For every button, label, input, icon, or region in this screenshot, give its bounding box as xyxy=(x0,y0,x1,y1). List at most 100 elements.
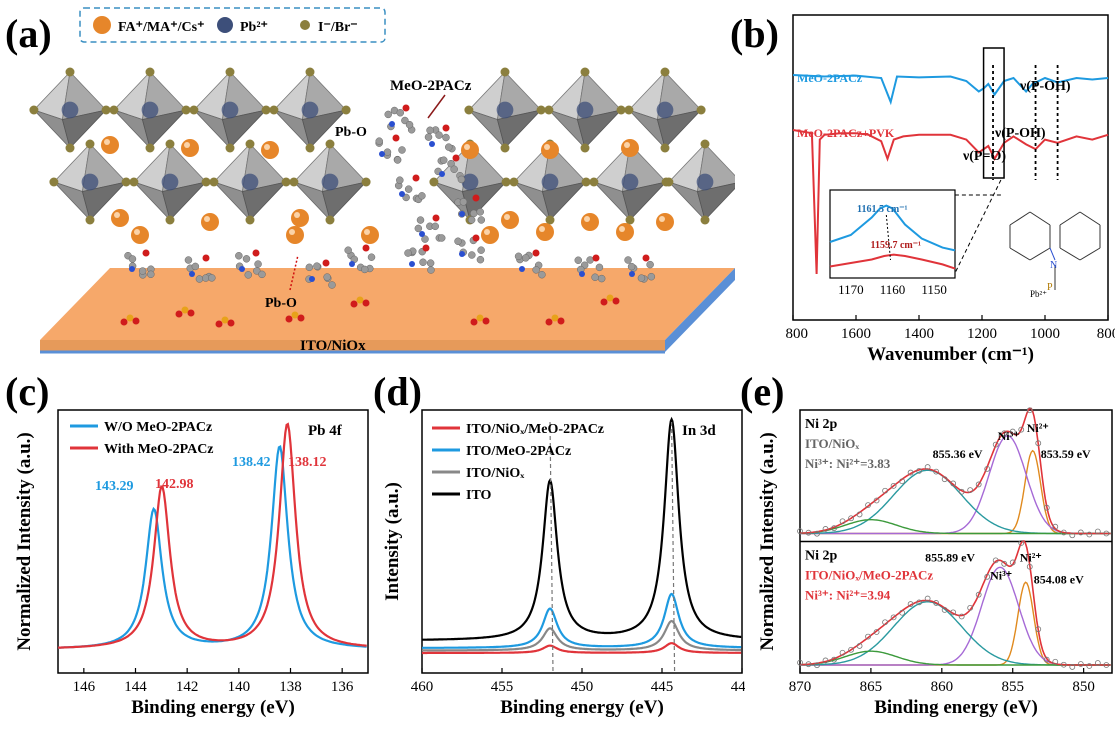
sam-atom xyxy=(442,133,450,142)
top-data-point xyxy=(1001,430,1008,437)
inset-tick-label: 1150 xyxy=(921,282,947,297)
x-tick-label: 450 xyxy=(571,679,594,695)
sam-atom xyxy=(459,198,468,206)
pb-atom xyxy=(496,101,514,119)
substrate-top xyxy=(40,268,735,340)
x-tick-label: 136 xyxy=(331,679,354,695)
sam-atom xyxy=(404,249,412,257)
top-component-2 xyxy=(800,469,1111,535)
peak-label-1: 142.98 xyxy=(155,477,194,492)
sam-atom xyxy=(184,256,193,264)
oxygen-atom xyxy=(215,320,223,328)
bottom-data-point xyxy=(992,557,999,564)
sam-atom xyxy=(323,273,331,281)
top-data-point xyxy=(873,497,880,504)
sam-atom xyxy=(383,148,392,156)
sam-atom xyxy=(627,262,636,271)
series-line-1 xyxy=(57,422,367,649)
oxygen-atom xyxy=(472,234,480,242)
cation-highlight xyxy=(264,144,270,150)
nitrogen-atom xyxy=(399,191,405,197)
sam-atom xyxy=(424,133,433,141)
bottom-data-point xyxy=(865,633,871,640)
peak-guide-line xyxy=(671,421,676,674)
cation-highlight xyxy=(289,229,295,235)
top-peak2: 853.59 eV xyxy=(1041,447,1091,461)
halide-atom xyxy=(509,177,519,187)
halide-icon xyxy=(300,20,310,30)
cation-highlight xyxy=(484,229,490,235)
halide-atom xyxy=(624,105,634,115)
bottom-data-point xyxy=(916,599,923,606)
bottom-data-point xyxy=(950,609,957,616)
sam-atom xyxy=(574,256,583,264)
top-data-point xyxy=(933,468,940,475)
halide-atom xyxy=(245,139,255,149)
halide-atom xyxy=(696,105,706,115)
series-line-0 xyxy=(422,642,742,655)
sam-atom xyxy=(532,266,540,274)
bottom-data-point xyxy=(941,607,948,613)
halide-atom xyxy=(29,105,39,115)
legend-cation: FA⁺/MA⁺/Cs⁺ xyxy=(118,20,204,35)
halide-atom xyxy=(269,105,279,115)
sam-atom xyxy=(398,146,406,154)
bottom-data-point xyxy=(814,662,820,669)
substrate-side xyxy=(665,268,735,352)
bottom-peak1: 855.89 eV xyxy=(925,551,975,565)
halide-atom xyxy=(545,215,555,225)
halide-atom xyxy=(201,177,211,187)
halide-atom xyxy=(121,177,131,187)
sam-atom xyxy=(254,260,262,268)
x-tick-label: 138 xyxy=(279,679,302,695)
halide-atom xyxy=(49,177,59,187)
series-line-2 xyxy=(422,619,742,652)
oxygen-atom xyxy=(322,259,330,267)
nitrogen-atom xyxy=(349,261,355,267)
sam-atom xyxy=(235,252,243,260)
top-data-point xyxy=(848,515,854,522)
sam-atom xyxy=(404,185,413,193)
halide-atom xyxy=(289,177,299,187)
nitrogen-atom xyxy=(239,266,245,272)
oxygen-atom xyxy=(227,319,235,327)
x-axis-label: Binding energy (eV) xyxy=(131,697,295,718)
bottom-data-point xyxy=(984,573,991,580)
cation-highlight xyxy=(584,216,590,222)
x-tick-label: 455 xyxy=(491,679,514,695)
bottom-data-point xyxy=(856,643,863,649)
series-line-meo2pacz-pvk xyxy=(792,129,1109,275)
oxygen-atom xyxy=(187,309,195,317)
halide-atom xyxy=(305,143,315,153)
oxygen-atom xyxy=(402,104,410,112)
oxygen-atom xyxy=(252,249,260,257)
cation-atom xyxy=(361,226,379,244)
octahedron-face xyxy=(656,109,703,149)
octahedron-face xyxy=(81,181,128,221)
sam-atom xyxy=(647,272,656,281)
halide-atom xyxy=(501,177,511,187)
panel-label-d: (d) xyxy=(373,369,422,414)
legend-box xyxy=(79,7,386,43)
octahedron-face xyxy=(696,182,735,221)
cation-highlight xyxy=(504,214,510,220)
nitrogen-atom xyxy=(189,271,195,277)
top-data-point xyxy=(1086,531,1093,538)
oxygen-atom xyxy=(142,249,150,257)
sam-atom xyxy=(405,120,414,129)
cation-atom xyxy=(261,141,279,159)
bottom-title: Ni 2p xyxy=(805,549,838,564)
halide-atom xyxy=(165,215,175,225)
x-tick-label: 800 xyxy=(1097,326,1115,342)
pb-atom xyxy=(576,101,594,119)
sam-atom xyxy=(360,265,369,274)
bottom-data-point xyxy=(890,614,897,621)
halide-atom xyxy=(664,177,674,187)
pb-atom xyxy=(461,173,479,191)
pb-icon xyxy=(217,17,233,33)
top-data-point xyxy=(916,467,923,474)
sam-atom xyxy=(437,234,446,242)
bond xyxy=(1049,247,1056,261)
pb-atom xyxy=(241,173,259,191)
peak-guide-line xyxy=(549,421,554,674)
